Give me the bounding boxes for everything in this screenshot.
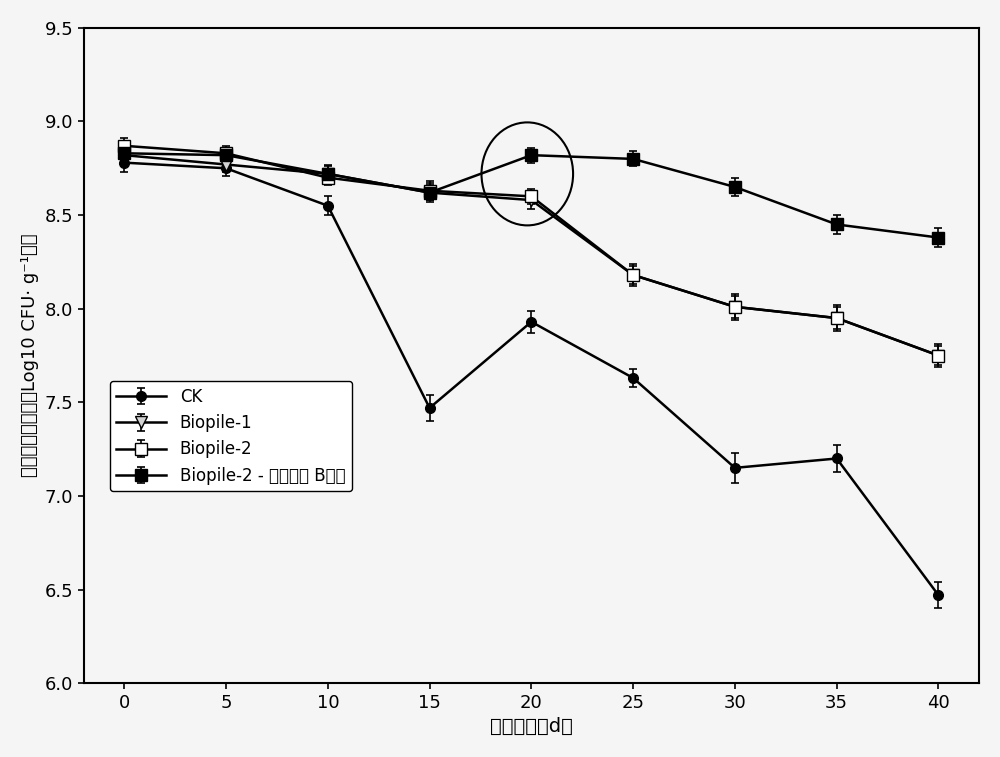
Legend: CK, Biopile-1, Biopile-2, Biopile-2 - 混合菌剂 B补给: CK, Biopile-1, Biopile-2, Biopile-2 - 混合…: [110, 381, 352, 491]
Y-axis label: 细菌微生物数量（Log10 CFU· g⁻¹土）: 细菌微生物数量（Log10 CFU· g⁻¹土）: [21, 234, 39, 477]
X-axis label: 处理时间（d）: 处理时间（d）: [490, 717, 573, 736]
